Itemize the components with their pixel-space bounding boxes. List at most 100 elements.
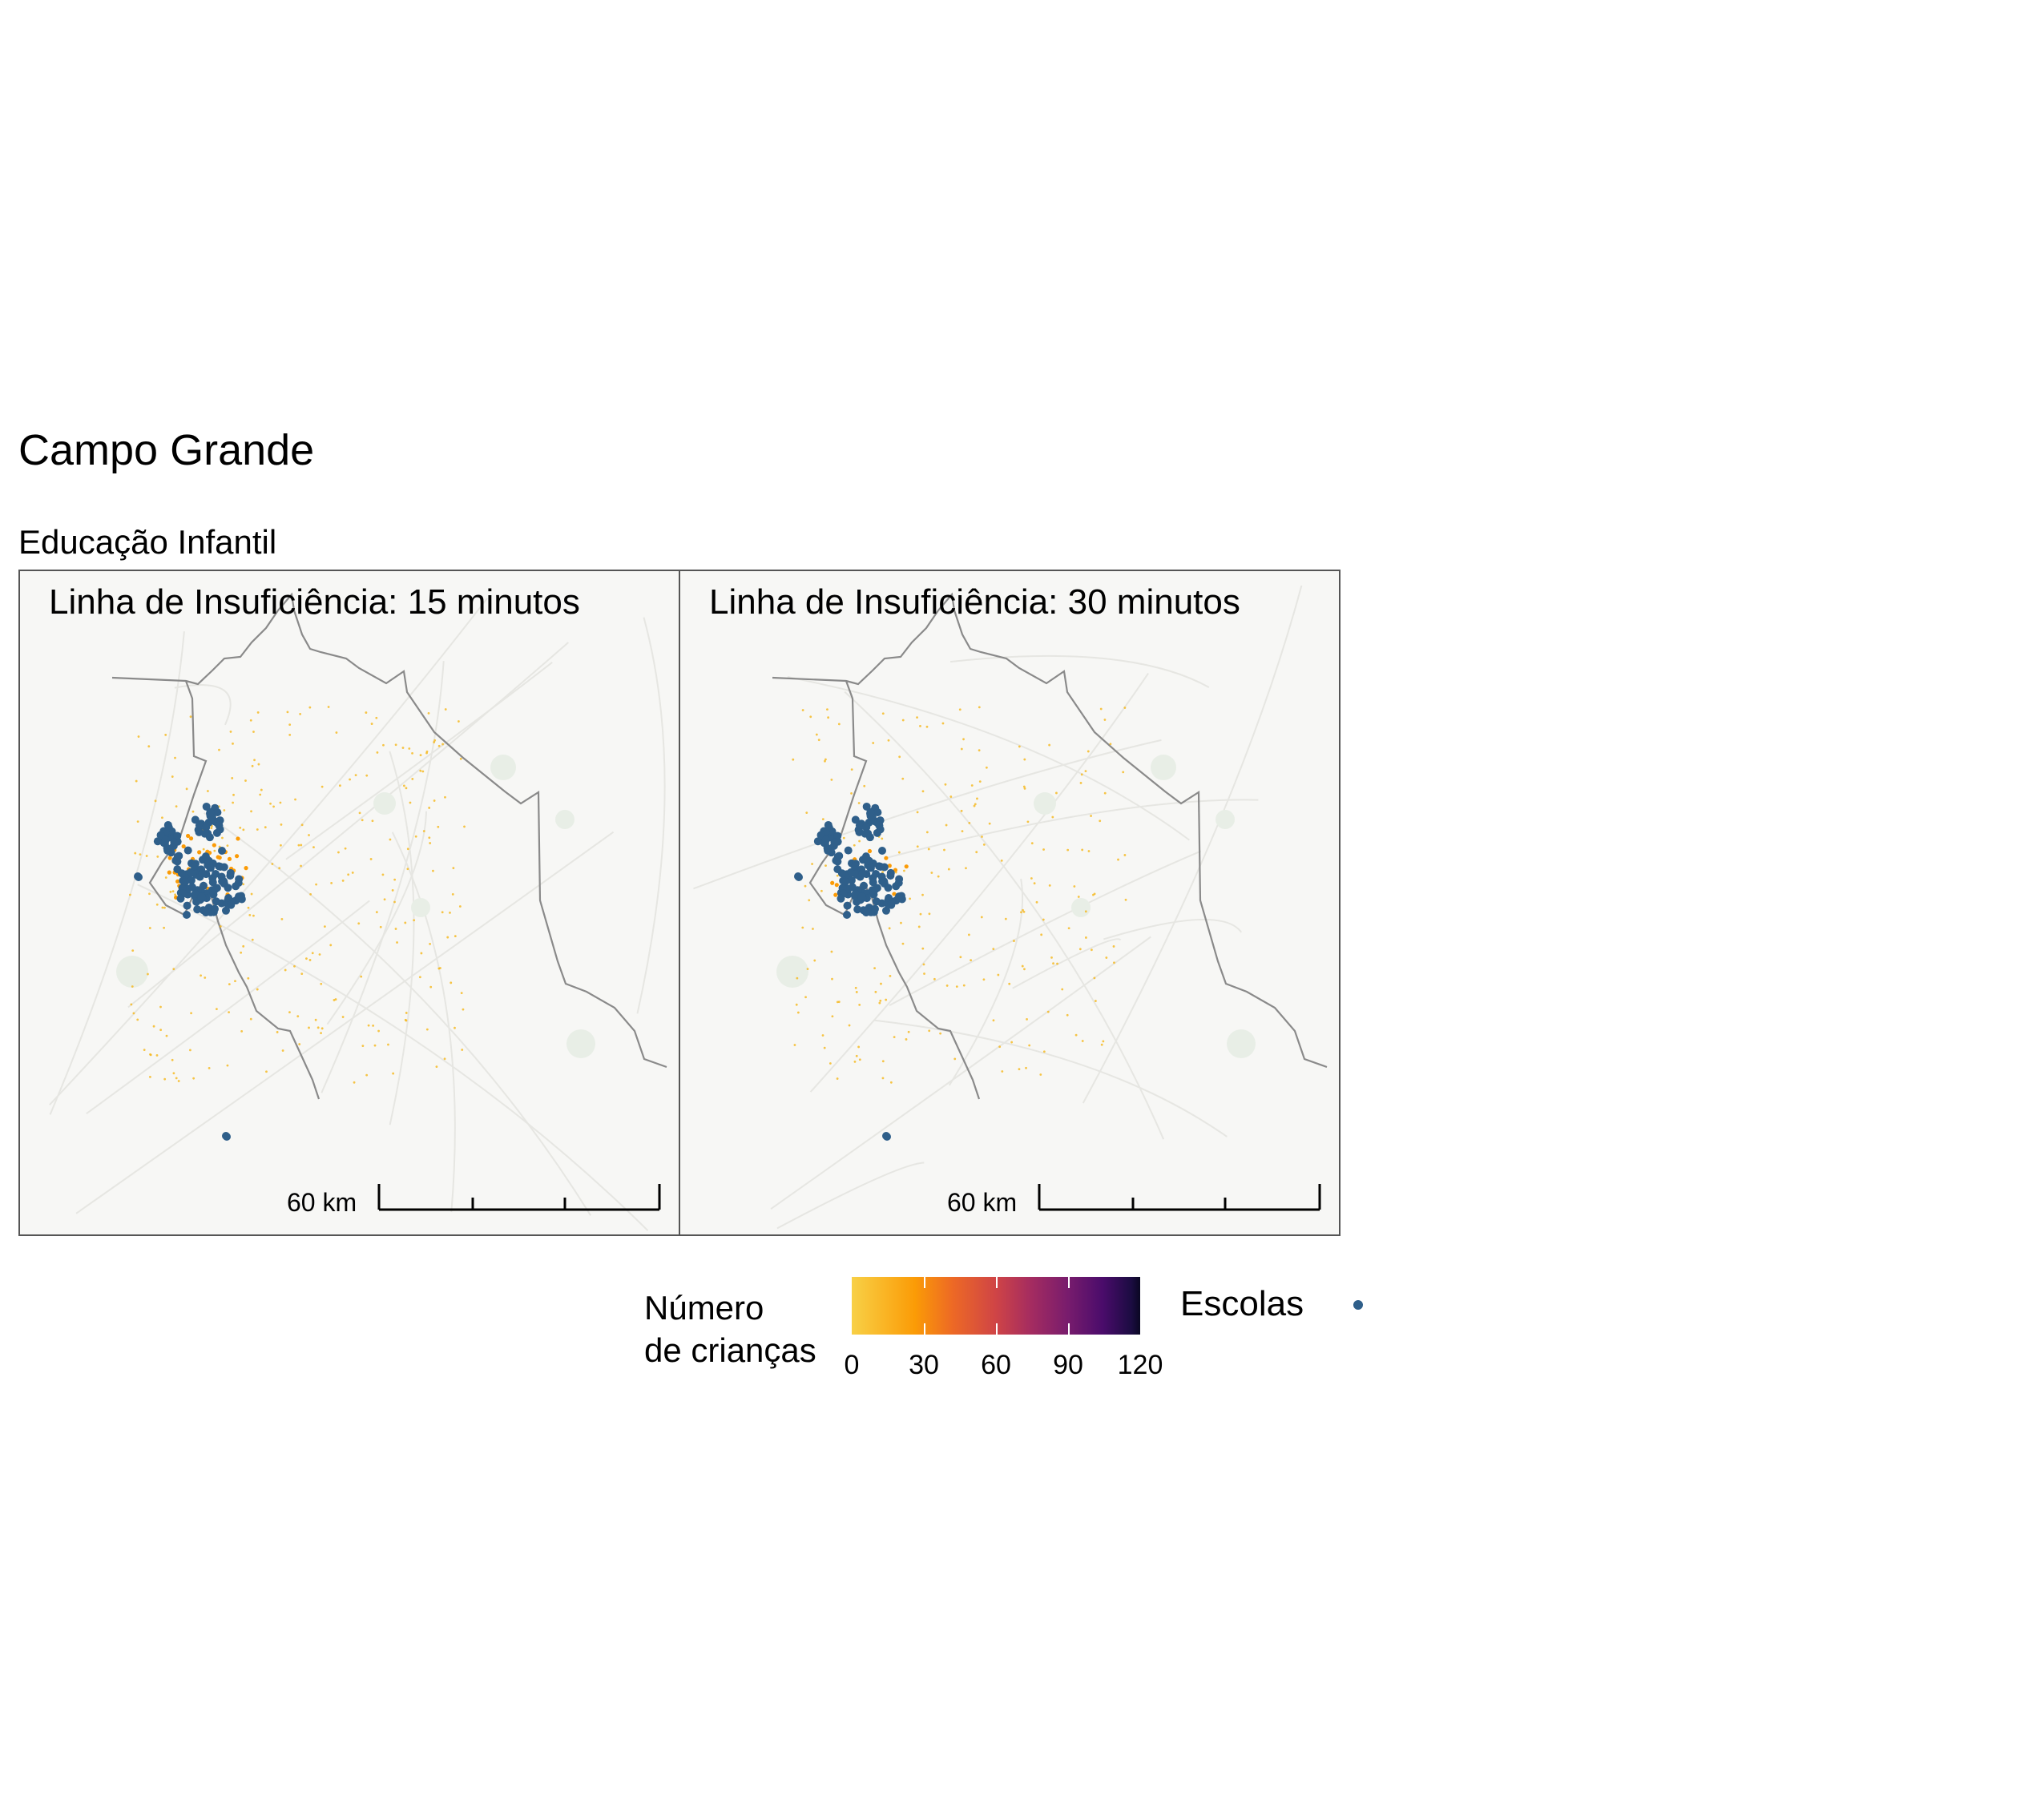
children-point [884,856,889,860]
children-point [982,843,986,846]
children-point [824,758,827,761]
school-point [191,889,200,898]
children-point [232,801,235,804]
children-point [982,978,986,981]
children-point [1099,819,1102,823]
children-point [965,867,967,870]
children-point [923,972,925,975]
children-point [294,798,296,801]
school-point [881,906,890,915]
children-point [149,1053,151,1056]
school-point [875,821,884,830]
children-point [944,783,947,786]
school-point [847,876,856,884]
children-point [433,739,437,742]
basemap-road [693,739,1162,890]
children-point [139,853,142,856]
municipality-boundary [148,680,321,1100]
children-point [1085,936,1087,939]
children-point [435,1065,438,1069]
school-point [837,869,846,878]
children-point [916,811,919,814]
school-point [181,878,189,886]
children-point [433,741,436,743]
school-point [850,862,859,871]
children-point [382,743,385,747]
children-point [904,864,909,869]
children-point [1050,956,1053,959]
schools-legend-label: Escolas [1180,1284,1304,1323]
children-point [1026,820,1030,823]
children-point [1079,782,1082,784]
children-point [320,982,323,985]
children-point [300,864,302,868]
children-point [351,872,354,874]
children-point [409,801,412,804]
school-point [195,821,204,830]
children-point [159,1005,162,1009]
children-point [1087,850,1091,852]
school-point [860,881,869,890]
school-point [187,883,196,892]
children-point [998,1045,1002,1049]
children-point [941,722,945,725]
children-point [1066,848,1070,852]
children-point [218,748,220,751]
school-point [183,911,191,919]
children-point [881,712,885,715]
children-point [181,844,186,849]
children-point [188,836,194,841]
children-point [204,976,207,979]
school-point [206,864,215,872]
basemap-road [389,751,415,1125]
children-point [367,1024,370,1027]
children-point [1078,948,1082,951]
children-point [823,1046,826,1049]
children-point [174,893,177,896]
children-point [1103,719,1107,721]
children-point [441,911,444,914]
children-point [454,1026,456,1029]
children-point [249,719,252,722]
children-point [901,942,905,945]
children-point [165,1034,168,1037]
children-point [186,833,191,839]
children-point [429,942,431,945]
children-point [406,868,409,871]
children-point [323,925,326,928]
children-point [242,944,245,948]
basemap-green-area [1227,1029,1256,1058]
children-point [334,998,337,1001]
legend-title-line: Número [644,1289,764,1327]
children-point [147,972,149,976]
basemap-road [1012,938,1122,989]
children-point [392,1072,395,1075]
children-point [930,872,933,874]
school-point [187,868,196,876]
children-point [830,880,835,885]
basemap-green-area [1034,792,1056,815]
children-point [379,925,382,928]
municipality-boundary [111,592,667,1069]
children-point [244,779,247,782]
children-point [958,708,962,711]
children-point [458,905,462,908]
children-point [247,906,250,909]
children-point [217,856,222,860]
children-point [134,852,137,855]
children-point [259,793,262,796]
basemap-road [391,831,456,1213]
children-point [131,985,134,988]
children-point [411,752,413,755]
children-point [281,1049,284,1052]
children-point [172,968,175,971]
children-point [1022,785,1026,788]
children-point [235,854,240,859]
school-point [220,877,228,886]
children-point [393,900,396,904]
school-point [871,904,880,913]
children-point [208,1067,211,1069]
children-point [321,1027,324,1030]
children-point [433,799,436,802]
children-point [949,795,953,798]
